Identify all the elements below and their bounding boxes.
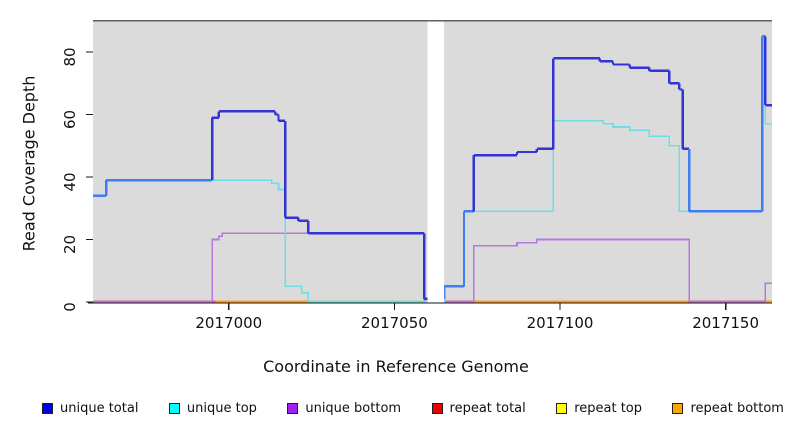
legend-item-repeat-bottom: repeat bottom (672, 401, 784, 416)
x-tick-label: 2017000 (195, 314, 262, 332)
legend-item-unique-total: unique total (42, 401, 138, 416)
legend-label: repeat bottom (690, 401, 784, 416)
legend-swatch-unique-total (42, 403, 53, 414)
legend-swatch-repeat-top (556, 403, 568, 414)
legend-item-repeat-top: repeat top (556, 401, 642, 416)
series-unique-top (93, 35, 772, 303)
legend-swatch-unique-top (168, 403, 180, 414)
x-axis-title: Coordinate in Reference Genome (263, 357, 529, 376)
y-axis-title: Read Coverage Depth (19, 75, 39, 252)
legend-swatch-repeat-total (431, 403, 443, 414)
y-tick-label: 60 (61, 110, 79, 129)
x-tick-label: 2017050 (361, 314, 428, 332)
legend-item-repeat-total: repeat total (431, 401, 526, 416)
legend-label: unique top (186, 401, 257, 416)
y-tick-label: 80 (61, 47, 79, 66)
x-tick-label: 2017100 (527, 314, 594, 332)
x-tick-label: 2017150 (692, 314, 759, 332)
legend-swatch-repeat-bottom (672, 403, 684, 414)
legend-label: unique total (60, 401, 139, 416)
legend-swatch-unique-bottom (287, 403, 299, 414)
legend-label: unique bottom (305, 401, 402, 416)
masked-region (427, 21, 445, 303)
legend: unique total unique top unique bottom repea… (42, 401, 784, 416)
legend-item-unique-bottom: unique bottom (287, 401, 401, 416)
y-tick-label: 20 (61, 235, 79, 254)
legend-label: repeat top (574, 401, 642, 416)
y-tick-label: 40 (61, 172, 79, 191)
legend-item-unique-top: unique top (168, 401, 257, 416)
legend-label: repeat total (449, 401, 526, 416)
series-unique-bottom (93, 232, 772, 303)
y-tick-label: 0 (61, 302, 79, 312)
